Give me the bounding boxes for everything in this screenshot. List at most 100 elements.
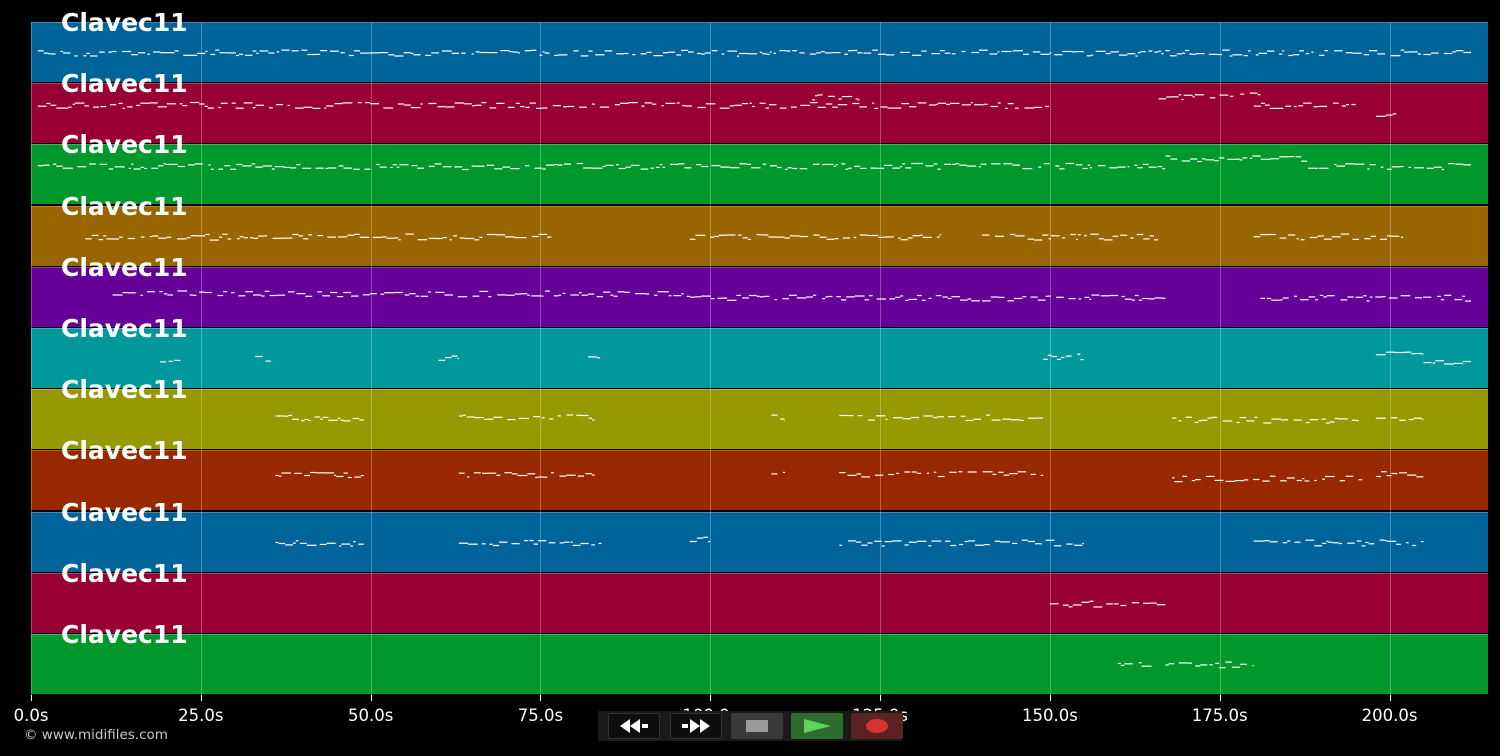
note <box>474 238 480 240</box>
note <box>1019 50 1023 52</box>
note <box>863 52 872 54</box>
note <box>341 543 351 545</box>
rewind-button[interactable] <box>608 713 660 739</box>
stop-button[interactable] <box>731 713 783 739</box>
note <box>984 543 990 545</box>
note <box>1014 297 1023 299</box>
track-name: Clavec11 <box>61 314 188 343</box>
note <box>281 472 291 474</box>
note <box>488 52 498 54</box>
note <box>131 163 134 166</box>
note <box>703 536 709 538</box>
note <box>911 417 920 419</box>
note <box>179 103 183 105</box>
note <box>747 238 751 240</box>
note <box>1195 53 1205 55</box>
note <box>307 53 316 56</box>
note <box>812 99 815 101</box>
note <box>844 53 848 55</box>
note <box>1225 481 1235 483</box>
note <box>869 294 873 297</box>
note <box>278 542 286 544</box>
note <box>858 99 860 101</box>
note <box>1061 356 1065 359</box>
note <box>288 291 295 293</box>
note <box>876 415 886 417</box>
note <box>884 540 893 542</box>
note <box>317 234 323 236</box>
note <box>166 236 172 238</box>
note <box>158 237 167 239</box>
note <box>84 105 89 107</box>
note <box>971 299 980 302</box>
note <box>188 164 193 166</box>
note <box>1333 102 1339 104</box>
note <box>459 236 465 239</box>
note <box>1038 166 1042 169</box>
note <box>285 415 289 417</box>
track-name: Clavec11 <box>61 436 188 466</box>
note <box>1072 604 1082 606</box>
note <box>1236 158 1240 161</box>
note <box>1301 160 1308 163</box>
note <box>838 98 842 100</box>
note <box>1361 544 1366 547</box>
note <box>343 472 348 475</box>
note <box>133 168 141 170</box>
record-button[interactable] <box>851 713 903 739</box>
note <box>686 295 690 297</box>
note <box>741 103 748 105</box>
fast-forward-button[interactable] <box>670 713 722 739</box>
note <box>892 539 902 542</box>
note <box>1235 480 1244 482</box>
note <box>1113 603 1119 605</box>
tick-label: 75.0s <box>517 706 564 725</box>
note <box>396 166 400 169</box>
note <box>536 107 542 110</box>
note <box>653 55 663 57</box>
track-row: Clavec11 <box>31 10 1488 82</box>
note <box>614 104 620 106</box>
note <box>986 414 991 416</box>
note <box>403 52 411 54</box>
note <box>1329 421 1335 423</box>
note <box>904 543 909 546</box>
note <box>264 290 270 292</box>
note <box>207 107 214 109</box>
note <box>1154 238 1159 240</box>
note <box>939 50 945 52</box>
note <box>486 418 494 420</box>
note <box>177 166 185 168</box>
note <box>1399 472 1407 474</box>
note <box>685 105 692 107</box>
note <box>304 475 310 477</box>
note <box>224 165 231 167</box>
note <box>747 53 758 55</box>
note <box>524 50 532 52</box>
note <box>1063 604 1069 606</box>
note <box>1089 167 1092 169</box>
play-button[interactable] <box>791 713 843 739</box>
note <box>1463 360 1471 363</box>
note <box>799 168 808 170</box>
note <box>326 542 336 544</box>
note <box>1267 233 1276 235</box>
note <box>952 164 956 166</box>
note <box>908 298 917 300</box>
note <box>572 544 581 546</box>
note <box>900 238 908 240</box>
note <box>305 295 313 297</box>
note <box>1253 105 1261 107</box>
note <box>360 52 370 54</box>
note <box>870 167 876 170</box>
note <box>137 52 146 54</box>
note <box>701 53 705 55</box>
note <box>479 51 489 54</box>
note <box>1117 662 1121 664</box>
note <box>570 541 573 543</box>
note <box>235 107 244 109</box>
note <box>388 54 395 56</box>
track-notes <box>85 233 1404 241</box>
note <box>451 355 458 357</box>
note <box>1109 294 1118 296</box>
